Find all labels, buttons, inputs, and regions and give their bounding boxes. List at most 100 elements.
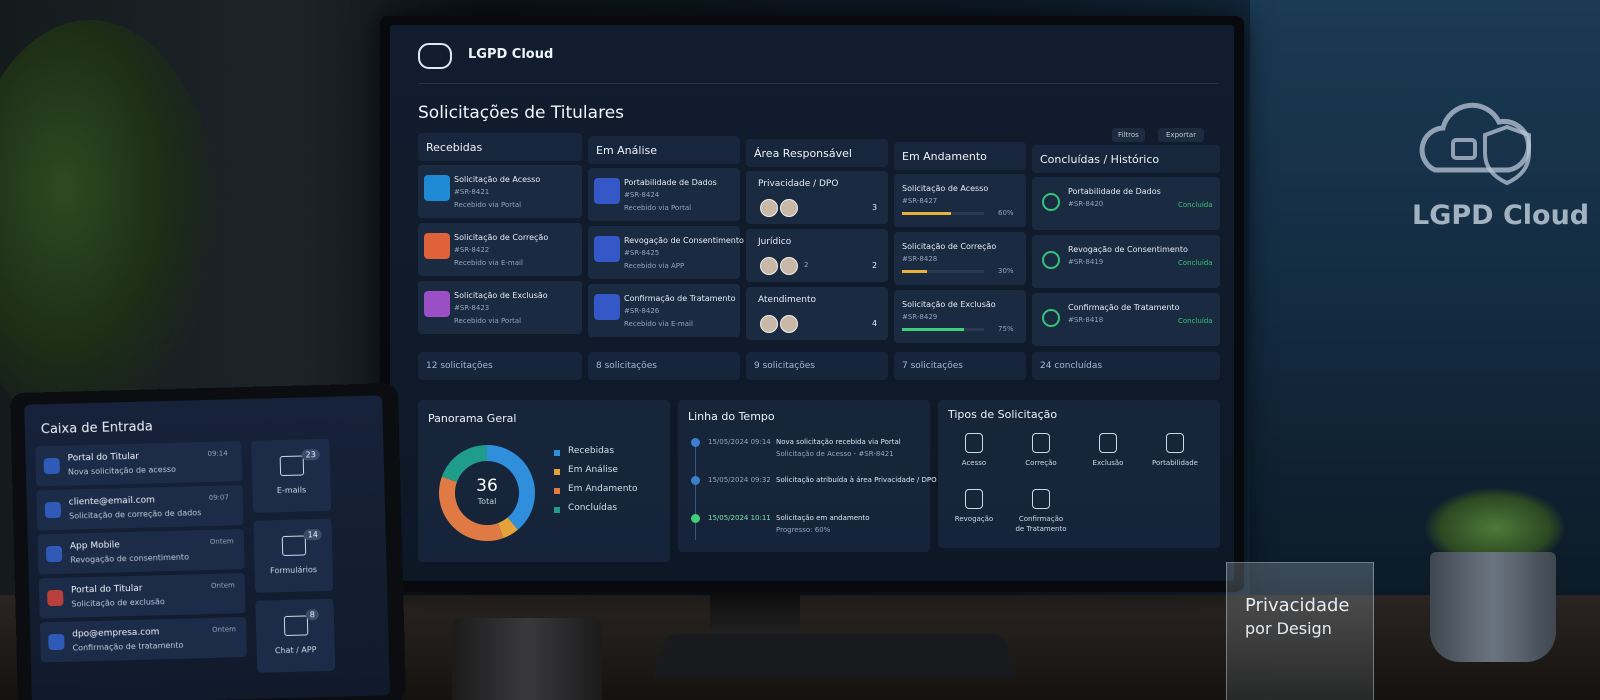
plant [0, 20, 220, 440]
inbox-title: Caixa de Entrada [40, 419, 153, 438]
channel-icon [281, 535, 307, 557]
legend-label: Concluídas [568, 503, 618, 513]
legend-swatch [554, 507, 560, 513]
event-detail: Progresso: 60% [776, 526, 831, 534]
request-title: Revogação de Consentimento [1068, 245, 1188, 254]
desk-sign: Privacidade por Design [1226, 562, 1374, 700]
request-card[interactable]: Confirmação de Tratamento #SR-8426 Recebid… [588, 284, 740, 337]
timeline-dot [691, 514, 700, 523]
request-card[interactable]: Solicitação de Exclusão #SR-8423 Recebido … [418, 281, 582, 334]
type-icon [1032, 489, 1050, 509]
legend-swatch [554, 469, 560, 475]
message-from: Portal do Titular [70, 583, 143, 596]
message-from: cliente@email.com [68, 495, 156, 508]
page-title: Solicitações de Titulares [418, 103, 625, 123]
column-footer: 7 solicitações [894, 352, 1026, 380]
donut-segment [441, 445, 488, 483]
request-title: Portabilidade de Dados [624, 178, 717, 187]
request-title: Solicitação de Exclusão [454, 291, 548, 300]
message[interactable]: cliente@email.com Solicitação de correção… [36, 485, 244, 531]
request-card[interactable]: Concluída Portabilidade de Dados #SR-8420 [1032, 177, 1220, 230]
plant-pot [1430, 552, 1556, 662]
message-subject: Confirmação de tratamento [72, 640, 184, 653]
request-card[interactable]: Solicitação de Acesso #SR-8421 Recebido vi… [418, 165, 582, 218]
request-source: Recebido via Portal [454, 201, 522, 209]
event-detail: Solicitação de Acesso - #SR-8421 [776, 450, 894, 458]
request-icon [594, 236, 620, 262]
dashboard: LGPD Cloud Solicitações de Titulares Filtr… [390, 25, 1234, 581]
mug [452, 618, 602, 700]
message[interactable]: Portal do Titular Nova solicitação de ace… [35, 441, 243, 487]
message[interactable]: Portal do Titular Solicitação de exclusão… [38, 573, 246, 619]
request-card[interactable]: Revogação de Consentimento #SR-8425 Recebi… [588, 226, 744, 279]
legend-label: Em Andamento [568, 484, 638, 494]
column-title: Recebidas [426, 141, 483, 154]
type-label[interactable]: Exclusão [1092, 459, 1124, 467]
timeline-panel: Linha do Tempo 15/05/2024 09:14 Nova solic… [678, 400, 937, 552]
request-title: Solicitação de Correção [454, 233, 549, 242]
type-label[interactable]: Portabilidade [1152, 459, 1198, 467]
avatar [780, 257, 798, 275]
area-card[interactable]: Atendimento 4 [746, 287, 888, 340]
area-card[interactable]: Privacidade / DPO 3 [746, 171, 888, 224]
legend-label: Em Análise [568, 465, 618, 475]
request-card[interactable]: Solicitação de Exclusão #SR-8429 75% [894, 290, 1026, 343]
area-count: 4 [872, 319, 878, 328]
progress-bar [902, 212, 952, 215]
request-card[interactable]: Solicitação de Correção #SR-8428 30% [894, 232, 1026, 285]
progress-label: 60% [998, 209, 1014, 217]
channel[interactable]: 23 E-mails [251, 438, 332, 513]
request-card[interactable]: Solicitação de Correção #SR-8422 Recebido … [418, 223, 582, 276]
request-id: #SR-8429 [902, 313, 938, 321]
request-id: #SR-8426 [624, 307, 660, 315]
message-icon [44, 501, 62, 519]
message-time: Ontem [212, 625, 237, 634]
avatar [760, 315, 778, 333]
type-label[interactable]: Confirmação de Tratamento [1015, 515, 1067, 533]
request-card[interactable]: Portabilidade de Dados #SR-8424 Recebido v… [588, 168, 740, 221]
monitor: LGPD Cloud Solicitações de Titulares Filtr… [380, 16, 1244, 592]
column-count: 8 solicitações [596, 361, 657, 371]
request-card[interactable]: Solicitação de Acesso #SR-8427 60% [894, 174, 1026, 227]
type-label[interactable]: Revogação [954, 515, 994, 523]
request-id: #SR-8425 [624, 249, 660, 257]
message[interactable]: dpo@empresa.com Confirmação de tratamento… [39, 617, 247, 663]
area-count: 3 [872, 203, 878, 212]
channel-icon [279, 455, 305, 477]
message[interactable]: App Mobile Revogação de consentimento Onte… [37, 529, 245, 575]
export-button[interactable]: Exportar [1158, 128, 1205, 142]
type-label[interactable]: Acesso [961, 459, 987, 467]
filters-button[interactable]: Filtros [1112, 128, 1145, 142]
type-icon [1099, 433, 1117, 453]
message-subject: Revogação de consentimento [70, 552, 190, 565]
panel-title: Panorama Geral [428, 412, 517, 425]
channel-badge: 14 [303, 529, 323, 541]
wall-logo-icon [1419, 102, 1531, 186]
area-name: Atendimento [758, 295, 817, 305]
type-icon [1166, 433, 1184, 453]
request-title: Solicitação de Acesso [902, 184, 989, 193]
column-title: Em Andamento [902, 150, 987, 163]
channel-badge: 23 [301, 449, 320, 461]
column-count: 12 solicitações [426, 361, 493, 371]
request-card[interactable]: Concluída Revogação de Consentimento #SR-8… [1032, 235, 1220, 288]
request-title: Confirmação de Tratamento [624, 294, 736, 303]
type-label[interactable]: Correção [1025, 459, 1057, 467]
request-icon [594, 178, 620, 204]
request-card[interactable]: Concluída Confirmação de Tratamento #SR-84… [1032, 293, 1220, 346]
channel[interactable]: 8 Chat / APP [255, 598, 336, 673]
column-header: Em Andamento [894, 142, 1026, 170]
legend-label: Recebidas [568, 446, 615, 456]
request-icon [424, 291, 450, 317]
area-card[interactable]: Jurídico 2 2 [746, 229, 888, 282]
overview-panel: Panorama Geral Recebidas Em Análise Em Anda… [418, 400, 670, 562]
message-from: App Mobile [69, 540, 120, 552]
event-date: 15/05/2024 10:11 [708, 514, 771, 522]
sign-text: por Design [1245, 619, 1332, 638]
request-id: #SR-8423 [454, 304, 490, 312]
channel[interactable]: 14 Formulários [253, 518, 334, 593]
message-subject: Solicitação de correção de dados [69, 508, 202, 521]
tablet: Caixa de Entrada Portal do Titular Nova so… [9, 382, 407, 700]
message-time: 09:14 [207, 449, 228, 458]
